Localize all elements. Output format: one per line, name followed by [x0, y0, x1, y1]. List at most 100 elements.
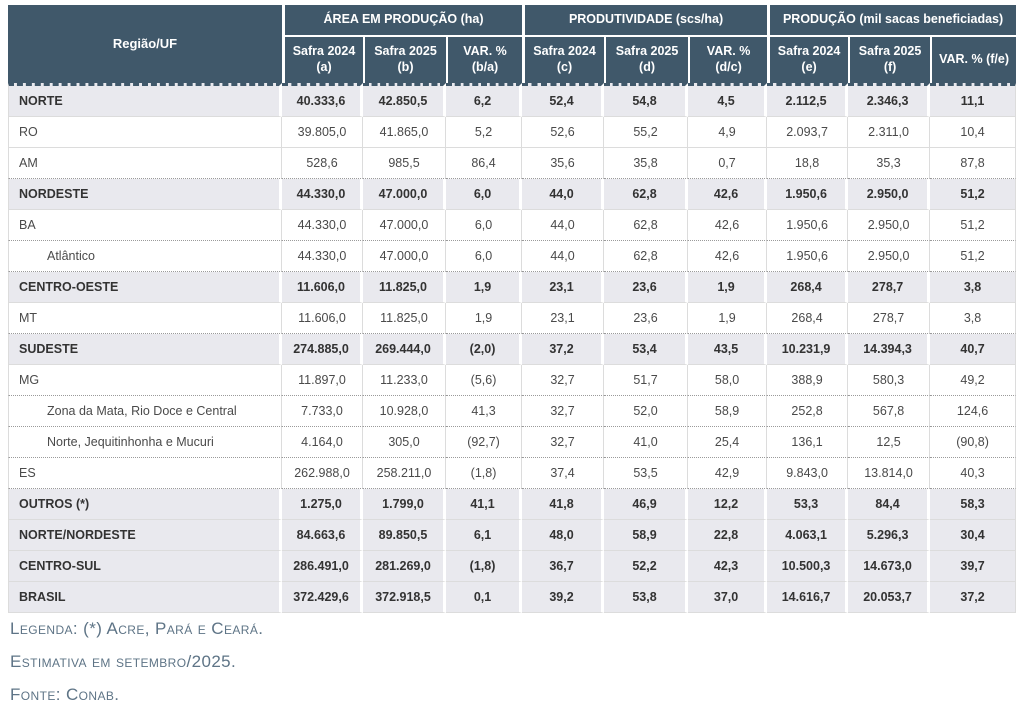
cell-value: 388,9	[767, 365, 849, 396]
cell-value: 52,0	[604, 396, 689, 427]
production-table: Região/UF ÁREA EM PRODUÇÃO (ha) PRODUTIV…	[8, 5, 1017, 613]
cell-value: 44.330,0	[282, 241, 363, 272]
cell-value: 47.000,0	[363, 179, 446, 210]
cell-value: 53,4	[604, 334, 689, 365]
region-label: MG	[8, 365, 282, 396]
cell-value: 567,8	[848, 396, 931, 427]
cell-value: 258.211,0	[363, 458, 446, 489]
cell-value: 52,6	[522, 117, 605, 148]
cell-value: 84,4	[848, 489, 931, 520]
cell-value: 13.814,0	[848, 458, 931, 489]
region-label: Atlântico	[8, 241, 282, 272]
cell-value: 6,2	[446, 83, 523, 117]
cell-value: 3,8	[930, 272, 1017, 303]
region-label: RO	[8, 117, 282, 148]
region-label: NORTE	[8, 83, 282, 117]
region-label: Norte, Jequitinhonha e Mucuri	[8, 427, 282, 458]
cell-value: 42,6	[688, 179, 768, 210]
cell-value: 136,1	[767, 427, 849, 458]
cell-value: (90,8)	[930, 427, 1017, 458]
cell-value: 23,6	[604, 272, 689, 303]
cell-value: 44,0	[522, 241, 605, 272]
cell-value: 6,0	[446, 210, 523, 241]
cell-value: 14.394,3	[848, 334, 931, 365]
cell-value: 62,8	[604, 241, 689, 272]
cell-value: 44,0	[522, 179, 605, 210]
cell-value: 11,1	[930, 83, 1017, 117]
cell-value: 41,1	[446, 489, 523, 520]
table-row: NORTE/NORDESTE 84.663,6 89.850,5 6,1 48,…	[8, 520, 1017, 551]
cell-value: 42,9	[688, 458, 768, 489]
cell-value: 528,6	[282, 148, 363, 179]
col-header-safra-2024-e: Safra 2024 (e)	[767, 37, 849, 83]
cell-value: 12,2	[688, 489, 768, 520]
cell-value: 2.950,0	[848, 241, 931, 272]
cell-value: 580,3	[848, 365, 931, 396]
cell-value: 41.865,0	[363, 117, 446, 148]
table-row: OUTROS (*) 1.275,0 1.799,0 41,1 41,8 46,…	[8, 489, 1017, 520]
cell-value: 20.053,7	[848, 582, 931, 613]
cell-value: 37,0	[688, 582, 768, 613]
cell-value: 86,4	[446, 148, 523, 179]
cell-value: 32,7	[522, 365, 605, 396]
cell-value: 43,5	[688, 334, 768, 365]
cell-value: 11.233,0	[363, 365, 446, 396]
region-label: OUTROS (*)	[8, 489, 282, 520]
cell-value: 262.988,0	[282, 458, 363, 489]
cell-value: 4.164,0	[282, 427, 363, 458]
cell-value: 1.275,0	[282, 489, 363, 520]
region-label: CENTRO-OESTE	[8, 272, 282, 303]
cell-value: 2.093,7	[767, 117, 849, 148]
cell-value: 23,1	[522, 272, 605, 303]
cell-value: 58,0	[688, 365, 768, 396]
cell-value: 47.000,0	[363, 210, 446, 241]
table-row: ES 262.988,0 258.211,0 (1,8) 37,4 53,5 4…	[8, 458, 1017, 489]
cell-value: 44.330,0	[282, 210, 363, 241]
cell-value: 87,8	[930, 148, 1017, 179]
cell-value: 53,3	[767, 489, 849, 520]
cell-value: 22,8	[688, 520, 768, 551]
region-label: BRASIL	[8, 582, 282, 613]
note-estimativa: Estimativa em setembro/2025.	[10, 652, 237, 671]
cell-value: 372.918,5	[363, 582, 446, 613]
cell-value: 36,7	[522, 551, 605, 582]
cell-value: 41,3	[446, 396, 523, 427]
group-header-producao: PRODUÇÃO (mil sacas beneficiadas)	[767, 5, 1017, 37]
cell-value: 37,4	[522, 458, 605, 489]
region-label: AM	[8, 148, 282, 179]
cell-value: 46,9	[604, 489, 689, 520]
corner-header-regiao-uf: Região/UF	[8, 5, 282, 83]
cell-value: 42.850,5	[363, 83, 446, 117]
cell-value: 11.825,0	[363, 303, 446, 334]
cell-value: 274.885,0	[282, 334, 363, 365]
cell-value: 2.950,0	[848, 179, 931, 210]
cell-value: 252,8	[767, 396, 849, 427]
group-header-area: ÁREA EM PRODUÇÃO (ha)	[282, 5, 523, 37]
cell-value: 11.606,0	[282, 303, 363, 334]
cell-value: 268,4	[767, 272, 849, 303]
cell-value: 7.733,0	[282, 396, 363, 427]
region-label: NORTE/NORDESTE	[8, 520, 282, 551]
table-row: MG 11.897,0 11.233,0 (5,6) 32,7 51,7 58,…	[8, 365, 1017, 396]
cell-value: 23,6	[604, 303, 689, 334]
col-header-var-ba: VAR. % (b/a)	[446, 37, 523, 83]
cell-value: 40,3	[930, 458, 1017, 489]
cell-value: 12,5	[848, 427, 931, 458]
col-header-var-fe: VAR. % (f/e)	[930, 37, 1017, 83]
table-row: BA 44.330,0 47.000,0 6,0 44,0 62,8 42,6 …	[8, 210, 1017, 241]
cell-value: 37,2	[522, 334, 605, 365]
table-header: Região/UF ÁREA EM PRODUÇÃO (ha) PRODUTIV…	[8, 5, 1017, 83]
cell-value: 51,2	[930, 241, 1017, 272]
region-label: Zona da Mata, Rio Doce e Central	[8, 396, 282, 427]
cell-value: 985,5	[363, 148, 446, 179]
cell-value: 40,7	[930, 334, 1017, 365]
cell-value: 1,9	[446, 272, 523, 303]
region-label: NORDESTE	[8, 179, 282, 210]
cell-value: 1,9	[446, 303, 523, 334]
cell-value: 1.799,0	[363, 489, 446, 520]
table-row: NORTE 40.333,6 42.850,5 6,2 52,4 54,8 4,…	[8, 83, 1017, 117]
table-row: Norte, Jequitinhonha e Mucuri 4.164,0 30…	[8, 427, 1017, 458]
cell-value: 53,5	[604, 458, 689, 489]
cell-value: 2.311,0	[848, 117, 931, 148]
cell-value: 1.950,6	[767, 241, 849, 272]
